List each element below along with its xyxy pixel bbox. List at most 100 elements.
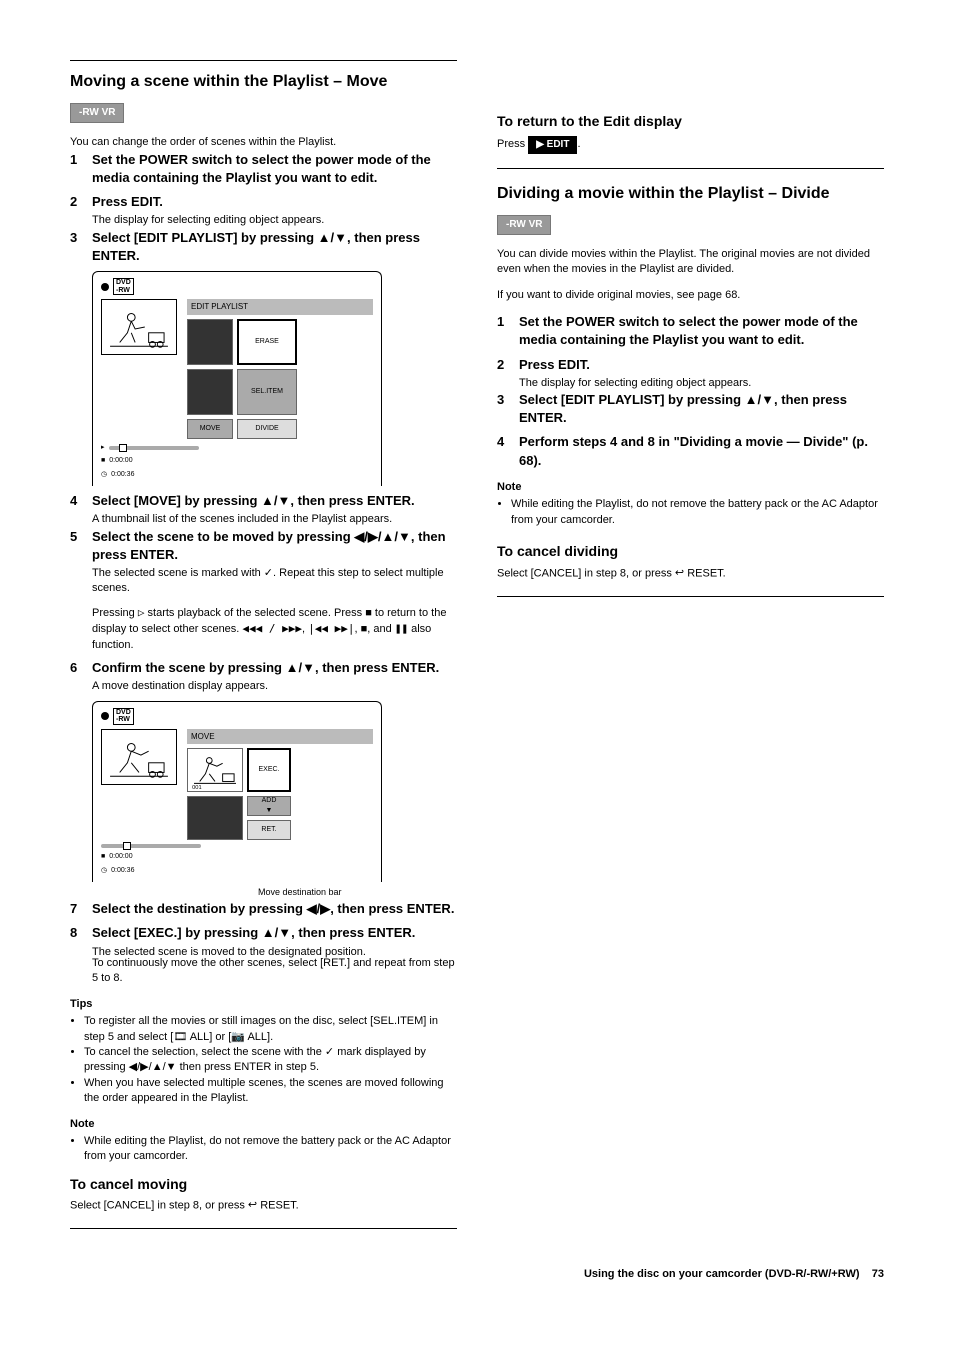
lcd2-cell-add[interactable]: ADD ▼ <box>247 796 291 816</box>
lcd2-cell-ret[interactable]: RET. <box>247 820 291 840</box>
clock-icon-2: ◷ <box>101 866 107 876</box>
lcd2-cell-dark[interactable] <box>187 796 243 840</box>
step-8: 8 Select [EXEC.] by pressing ▲/▼, then p… <box>70 924 457 942</box>
lcd1-rec: 0:00:00 <box>109 456 132 466</box>
step-8c: , then press ENTER. <box>291 925 415 940</box>
lcd2-progress <box>101 844 201 848</box>
tip2d: / <box>163 1061 166 1073</box>
r-step-1-text: Set the POWER switch to select the power… <box>519 313 884 349</box>
r-step-2-sub: The display for selecting editing object… <box>519 376 884 391</box>
step-6b: / <box>298 660 302 675</box>
lcd1-cell-selitem[interactable]: SEL.ITEM <box>237 369 297 415</box>
r-step-2-num: 2 <box>497 356 511 374</box>
r-step-4: 4 Perform steps 4 and 8 in "Dividing a m… <box>497 433 884 469</box>
lcd2-thumb-001[interactable]: 001 <box>187 748 243 792</box>
step-7c: , then press ENTER. <box>330 901 454 916</box>
right-note: While editing the Playlist, do not remov… <box>511 497 884 528</box>
step-8-num: 8 <box>70 924 84 942</box>
right-column: To return to the Edit display Press ▶ ED… <box>497 60 884 1243</box>
r-step-3a: Select [EDIT PLAYLIST] by pressing <box>519 392 745 407</box>
step-5: 5 Select the scene to be moved by pressi… <box>70 528 457 564</box>
svg-text:001: 001 <box>192 785 202 791</box>
tips-block: Tips To register all the movies or still… <box>70 997 457 1107</box>
r-step-4-num: 4 <box>497 433 511 469</box>
step-4: 4 Select [MOVE] by pressing ▲/▼, then pr… <box>70 492 457 510</box>
r-step-3b: / <box>758 392 762 407</box>
step-4-text: Select [MOVE] by pressing ▲/▼, then pres… <box>92 492 415 510</box>
tip-3: When you have selected multiple scenes, … <box>84 1076 457 1107</box>
right-intro2: If you want to divide original movies, s… <box>497 288 884 303</box>
step-2-text: Press EDIT. <box>92 193 163 211</box>
right-note-title: Note <box>497 480 884 495</box>
cancel-heading: To cancel moving <box>70 1175 457 1195</box>
left-note-block: Note While editing the Playlist, do not … <box>70 1117 457 1165</box>
lcd1-menu-title: EDIT PLAYLIST <box>187 299 373 314</box>
step-5-num: 5 <box>70 528 84 564</box>
rec-dot-icon <box>101 283 109 291</box>
right-note-block: Note While editing the Playlist, do not … <box>497 480 884 528</box>
step-1-text: Set the POWER switch to select the power… <box>92 151 457 187</box>
left-mid-rule <box>70 1228 457 1229</box>
step-7: 7 Select the destination by pressing ◀/▶… <box>70 900 457 918</box>
page-number: Using the disc on your camcorder (DVD-R/… <box>70 1267 884 1282</box>
step-3b: / <box>331 230 335 245</box>
step-5-text: Select the scene to be moved by pressing… <box>92 528 457 564</box>
lcd1-status: ▸ <box>101 443 373 453</box>
rec-dot-icon-2 <box>101 712 109 720</box>
dvd-badge: DVD-RW <box>113 278 134 295</box>
lcd1-cell-move[interactable]: MOVE <box>187 419 233 439</box>
step-8b: / <box>275 925 279 940</box>
lcd1-cell-erase[interactable]: ERASE <box>237 319 297 365</box>
left-column: Moving a scene within the Playlist – Mov… <box>70 60 457 1243</box>
tip2c: / <box>149 1061 152 1073</box>
step-8-sub2: To continuously move the other scenes, s… <box>92 956 457 987</box>
return-text: Press ▶ EDIT. <box>497 136 884 154</box>
tip2b: / <box>137 1061 140 1073</box>
tip1c: ALL]. <box>245 1031 273 1043</box>
caret-down-icon: ▼ <box>266 806 273 816</box>
camera-icon: 📷 <box>231 1031 245 1043</box>
scene-icon-3: 001 <box>188 749 242 791</box>
step-8-text: Select [EXEC.] by pressing ▲/▼, then pre… <box>92 924 415 942</box>
controls-para: Pressing ▷ starts playback of the select… <box>92 605 457 653</box>
step-4a: Select [MOVE] by pressing <box>92 493 261 508</box>
lcd1-cell-2[interactable] <box>187 369 233 415</box>
lcd1-header: DVD-RW <box>101 278 373 295</box>
left-note-title: Note <box>70 1117 457 1132</box>
left-intro: You can change the order of scenes withi… <box>70 135 457 150</box>
skip-icon: |◀◀ ▶▶| <box>308 622 354 635</box>
lcd-panel-1: DVD-RW EDIT <box>92 271 382 486</box>
r-step-2-text: Press EDIT. <box>519 356 590 374</box>
step-3-text: Select [EDIT PLAYLIST] by pressing ▲/▼, … <box>92 229 457 265</box>
stop-icon: ■ <box>101 456 105 466</box>
movie-icon: 🎞 <box>173 1031 187 1043</box>
lcd2-cell-exec[interactable]: EXEC. <box>247 748 291 792</box>
step-5d: / <box>394 529 398 544</box>
right-intro1: You can divide movies within the Playlis… <box>497 247 884 278</box>
page-num-value: 73 <box>872 1268 884 1280</box>
step-5b: / <box>364 529 368 544</box>
lcd1-cell-0[interactable] <box>187 319 233 365</box>
lcd2-menu-title: MOVE <box>187 729 373 744</box>
left-heading: Moving a scene within the Playlist – Mov… <box>70 71 457 93</box>
clock-icon: ◷ <box>101 470 107 480</box>
r-step-4-text: Perform steps 4 and 8 in "Dividing a mov… <box>519 433 884 469</box>
step-7a: Select the destination by pressing <box>92 901 307 916</box>
step-3-num: 3 <box>70 229 84 265</box>
move-dest-bar-label: Move destination bar <box>258 886 457 899</box>
step-6-text: Confirm the scene by pressing ▲/▼, then … <box>92 659 439 677</box>
r-step-2: 2 Press EDIT. <box>497 356 884 374</box>
lcd1-progress-knob <box>119 444 127 452</box>
reset-icon-2: ↩ <box>675 566 684 581</box>
lcd1-cell-divide[interactable]: DIVIDE <box>237 419 297 439</box>
right-heading: Dividing a movie within the Playlist – D… <box>497 183 884 205</box>
play-glyph-icon: ▷ <box>138 606 145 619</box>
step-4c: , then press ENTER. <box>290 493 414 508</box>
tip1b: ALL] or [ <box>187 1031 231 1043</box>
step-6c: , then press ENTER. <box>315 660 439 675</box>
lcd2-destination-bar <box>101 844 373 848</box>
play-icon: ▸ <box>101 443 105 453</box>
step-5a: Select the scene to be moved by pressing <box>92 529 354 544</box>
lcd1-thumbnail <box>101 299 177 355</box>
return-heading: To return to the Edit display <box>497 112 884 132</box>
